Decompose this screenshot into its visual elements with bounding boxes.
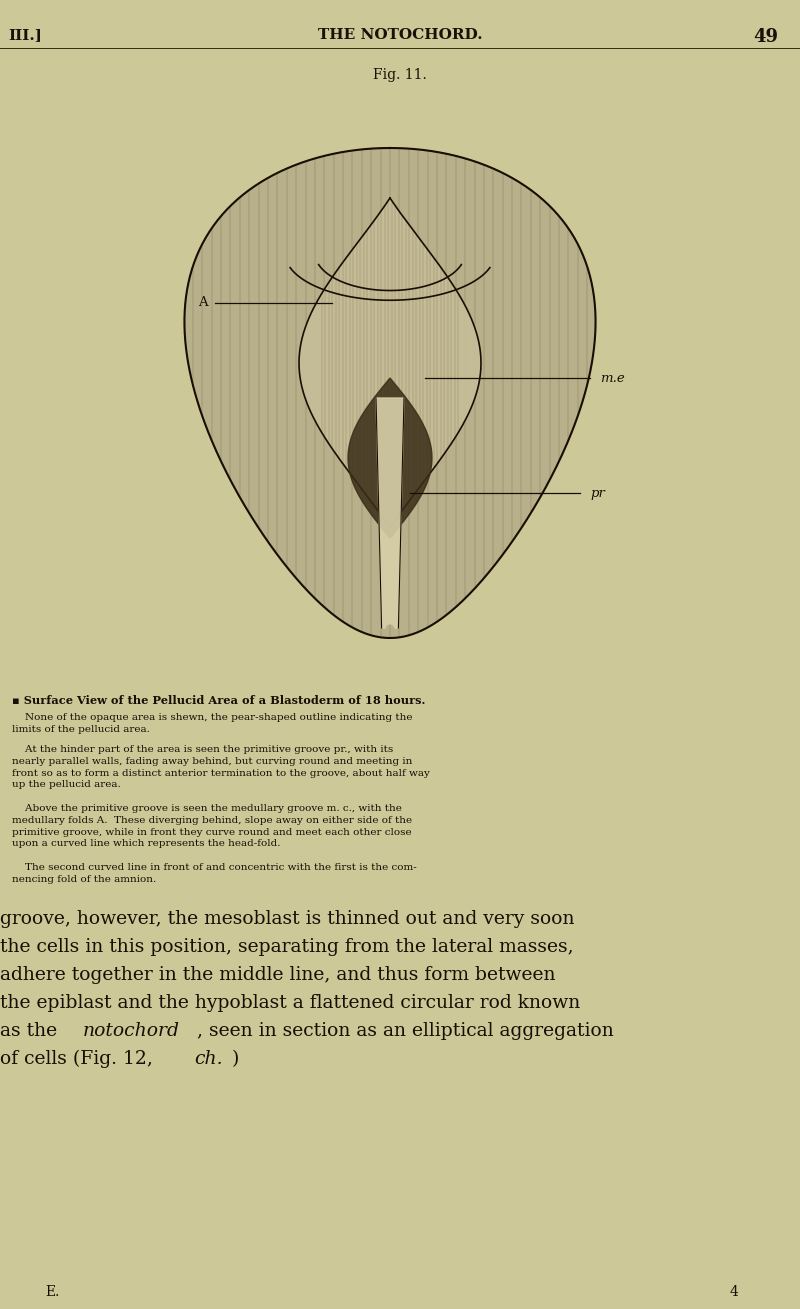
- Text: ): ): [232, 1050, 239, 1068]
- Text: the epiblast and the hypoblast a flattened circular rod known: the epiblast and the hypoblast a flatten…: [0, 994, 580, 1012]
- Polygon shape: [348, 378, 432, 538]
- Text: adhere together in the middle line, and thus form between: adhere together in the middle line, and …: [0, 966, 555, 984]
- Text: , seen in section as an elliptical aggregation: , seen in section as an elliptical aggre…: [197, 1022, 614, 1039]
- Text: the cells in this position, separating from the lateral masses,: the cells in this position, separating f…: [0, 939, 574, 956]
- Text: THE NOTOCHORD.: THE NOTOCHORD.: [318, 27, 482, 42]
- Text: ▪ Surface View of the Pellucid Area of a Blastoderm of 18 hours.: ▪ Surface View of the Pellucid Area of a…: [12, 695, 426, 706]
- Text: A: A: [198, 297, 208, 309]
- Text: Fig. 11.: Fig. 11.: [373, 68, 427, 82]
- Text: m.e: m.e: [600, 372, 625, 385]
- Text: groove, however, the mesoblast is thinned out and very soon: groove, however, the mesoblast is thinne…: [0, 910, 574, 928]
- Text: At the hinder part of the area is seen the primitive groove pr., with its
nearly: At the hinder part of the area is seen t…: [12, 745, 430, 789]
- Text: pr: pr: [590, 487, 605, 500]
- Text: notochord: notochord: [83, 1022, 180, 1039]
- Polygon shape: [299, 198, 481, 528]
- Text: 4: 4: [730, 1285, 739, 1299]
- Text: ch.: ch.: [194, 1050, 222, 1068]
- Text: The second curved line in front of and concentric with the first is the com-
nen: The second curved line in front of and c…: [12, 863, 417, 884]
- Text: Above the primitive groove is seen the medullary groove m. c., with the
medullar: Above the primitive groove is seen the m…: [12, 804, 412, 848]
- Text: 49: 49: [753, 27, 778, 46]
- Text: E.: E.: [45, 1285, 59, 1299]
- Polygon shape: [376, 398, 404, 628]
- Text: as the: as the: [0, 1022, 63, 1039]
- Text: of cells (Fig. 12,: of cells (Fig. 12,: [0, 1050, 159, 1068]
- Polygon shape: [185, 148, 595, 637]
- Text: None of the opaque area is shewn, the pear-shaped outline indicating the
limits : None of the opaque area is shewn, the pe…: [12, 713, 413, 734]
- Text: III.]: III.]: [8, 27, 42, 42]
